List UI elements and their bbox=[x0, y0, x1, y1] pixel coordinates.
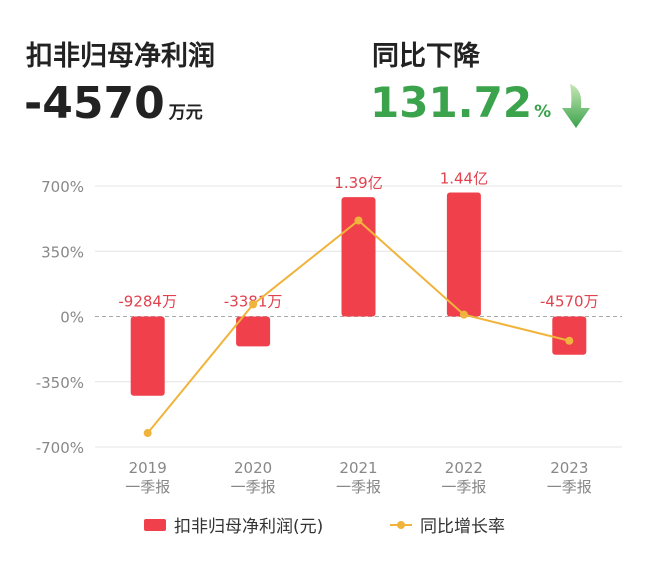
line-series bbox=[143, 216, 574, 438]
metric-unit: 万元 bbox=[168, 103, 203, 123]
bar-data-label: 1.39亿 bbox=[334, 174, 382, 192]
line-point[interactable] bbox=[354, 216, 363, 225]
chart-legend: 扣非归母净利润(元) 同比增长率 bbox=[0, 512, 660, 542]
summary-header: 扣非归母净利润 -4570 万元 同比下降 131.72% bbox=[0, 0, 660, 150]
line-point[interactable] bbox=[143, 429, 152, 438]
line-point[interactable] bbox=[459, 310, 468, 319]
chart: 700%350%0%-350%-700% -9284万-3381万1.39亿1.… bbox=[36, 170, 622, 496]
legend-bar-swatch bbox=[144, 518, 166, 531]
change-title: 同比下降 bbox=[372, 41, 480, 72]
legend-item-line[interactable]: 同比增长率 bbox=[390, 512, 505, 537]
bar[interactable] bbox=[552, 316, 587, 355]
y-tick-label: 350% bbox=[41, 243, 84, 261]
line-point[interactable] bbox=[565, 336, 574, 345]
x-tick-label: 2021 一季报 bbox=[336, 459, 381, 496]
y-tick-label: -350% bbox=[36, 374, 84, 392]
y-tick-label: 0% bbox=[60, 309, 84, 327]
legend-line-swatch bbox=[390, 519, 412, 531]
change-number: 131.72 bbox=[370, 78, 533, 127]
change-unit: % bbox=[534, 102, 552, 122]
bar[interactable] bbox=[341, 197, 376, 317]
metric-number: -4570 bbox=[24, 78, 165, 129]
x-tick-label: 2023 一季报 bbox=[547, 459, 592, 496]
change-value: 131.72% bbox=[370, 78, 551, 127]
legend-line-label: 同比增长率 bbox=[420, 517, 505, 537]
x-tick-label: 2019 一季报 bbox=[125, 459, 170, 496]
y-tick-label: 700% bbox=[41, 178, 84, 196]
gridlines bbox=[95, 185, 622, 448]
bar-data-label: -4570万 bbox=[540, 293, 599, 311]
x-tick-label: 2020 一季报 bbox=[231, 459, 276, 496]
bar[interactable] bbox=[236, 316, 271, 347]
bar[interactable] bbox=[130, 316, 165, 396]
legend-item-bar[interactable]: 扣非归母净利润(元) bbox=[144, 512, 323, 537]
bar-data-label: 1.44亿 bbox=[440, 170, 488, 188]
x-axis-ticks: 2019 一季报 2020 一季报 2021 一季报 2022 一季报 2023 一季报 bbox=[125, 459, 592, 496]
metric-title: 扣非归母净利润 bbox=[26, 41, 215, 72]
x-tick-label: 2022 一季报 bbox=[441, 459, 486, 496]
y-tick-label: -700% bbox=[36, 439, 84, 457]
y-axis-ticks: 700% 350% 0% -350% -700% bbox=[36, 178, 84, 457]
line-point[interactable] bbox=[249, 300, 258, 309]
legend-bar-label: 扣非归母净利润(元) bbox=[174, 517, 324, 537]
metric-value: -4570 万元 bbox=[24, 78, 203, 129]
down-arrow-icon bbox=[562, 84, 590, 128]
bar-data-label: -9284万 bbox=[118, 293, 177, 311]
bar[interactable] bbox=[446, 192, 481, 317]
